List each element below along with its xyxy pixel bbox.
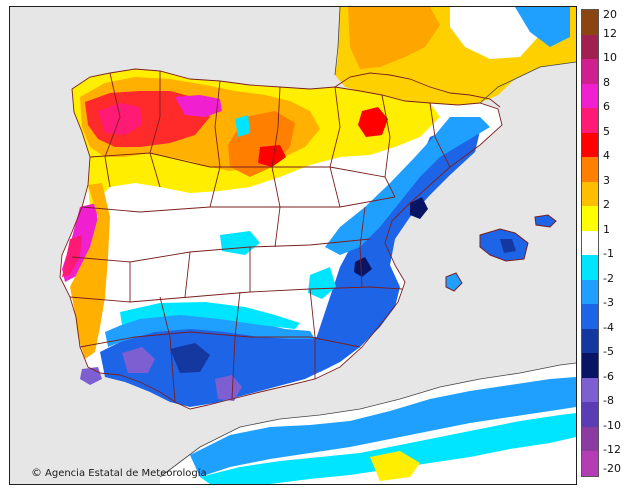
north-magenta-patch (175, 95, 222, 117)
legend-swatch (582, 353, 598, 379)
legend-label: -6 (603, 369, 614, 383)
legend-label: 8 (603, 75, 610, 89)
legend-label: -4 (603, 320, 614, 334)
ibiza-island (445, 272, 463, 292)
anomaly-map (9, 6, 577, 485)
legend-swatch (582, 132, 598, 158)
france-border (334, 72, 501, 108)
legend-label: -5 (603, 345, 614, 359)
legend-label: 20 (603, 8, 617, 21)
north-africa-warm-patch (370, 451, 420, 481)
france-hot-patch (348, 7, 440, 69)
legend-swatch (582, 426, 598, 452)
levante-dark-patch (354, 257, 372, 277)
credit-text: Agencia Estatal de Meteorología (45, 468, 207, 479)
legend-label: 2 (603, 198, 610, 212)
legend-color-bar (581, 9, 599, 477)
legend-label: 6 (603, 100, 610, 114)
south-cold-band (100, 325, 340, 407)
legend-swatch (582, 230, 598, 256)
south-light-cold-band (105, 312, 315, 347)
legend-label: -12 (603, 443, 621, 457)
legend-swatch (582, 451, 598, 477)
legend-swatch (582, 304, 598, 330)
south-cyan-band (120, 302, 300, 329)
east-cold-band (310, 125, 480, 372)
copyright-icon: © (31, 466, 42, 479)
france-white-patch (450, 7, 538, 59)
legend-label: 1 (603, 222, 610, 236)
legend-swatch (582, 34, 598, 60)
northwest-magenta-patch (98, 103, 142, 135)
province-outlines (59, 68, 503, 410)
almeria-violet-patch (215, 375, 242, 401)
mallorca-dark-patch (500, 239, 516, 253)
north-africa-cyan-band (200, 413, 576, 484)
portugal-warm-strip (70, 183, 110, 359)
map-canvas (10, 7, 576, 484)
menorca-island (534, 214, 557, 228)
legend-label: -20 (603, 462, 621, 475)
credit-label: © Agencia Estatal de Meteorología (31, 466, 207, 479)
legend-label: 10 (603, 51, 617, 65)
legend-label: -10 (603, 418, 621, 432)
legend-label: 5 (603, 124, 610, 138)
legend-label: 3 (603, 173, 610, 187)
legend-swatch (582, 83, 598, 109)
france-coast (334, 7, 576, 104)
legend-swatch (582, 402, 598, 428)
portugal-red-strip (62, 235, 82, 277)
south-dark-band (170, 343, 210, 373)
legend-swatch (582, 108, 598, 134)
legend-label: -2 (603, 271, 614, 285)
legend-swatch (582, 377, 598, 403)
legend-swatch (582, 206, 598, 232)
color-legend: 20 12 10 8 6 5 4 3 2 1 -1 -2 -3 -4 -5 -6 -8 -10 -12 -20 (581, 9, 626, 477)
legend-swatch (582, 255, 598, 281)
northeast-cyan-patch (235, 115, 250, 137)
legend-label: -8 (603, 394, 614, 408)
east-dark-cold-patch (410, 197, 428, 219)
africa-coast (159, 362, 576, 478)
east-light-cold-band (325, 117, 490, 255)
legend-swatch (582, 10, 598, 36)
legend-label: -3 (603, 296, 614, 310)
legend-swatch (582, 59, 598, 85)
legend-swatch (582, 181, 598, 207)
cadiz-violet-patch (122, 347, 155, 373)
legend-swatch (582, 279, 598, 305)
meseta-cyan-patch (308, 267, 336, 299)
france-cold-patch (515, 7, 570, 47)
legend-label: -1 (603, 247, 614, 261)
ebro-red-patch (358, 107, 388, 137)
legend-label: 4 (603, 149, 610, 163)
legend-swatch (582, 157, 598, 183)
legend-swatch (582, 328, 598, 354)
north-africa-cold-band (190, 377, 576, 477)
legend-label: 12 (603, 26, 617, 40)
central-red-patch (258, 145, 286, 167)
